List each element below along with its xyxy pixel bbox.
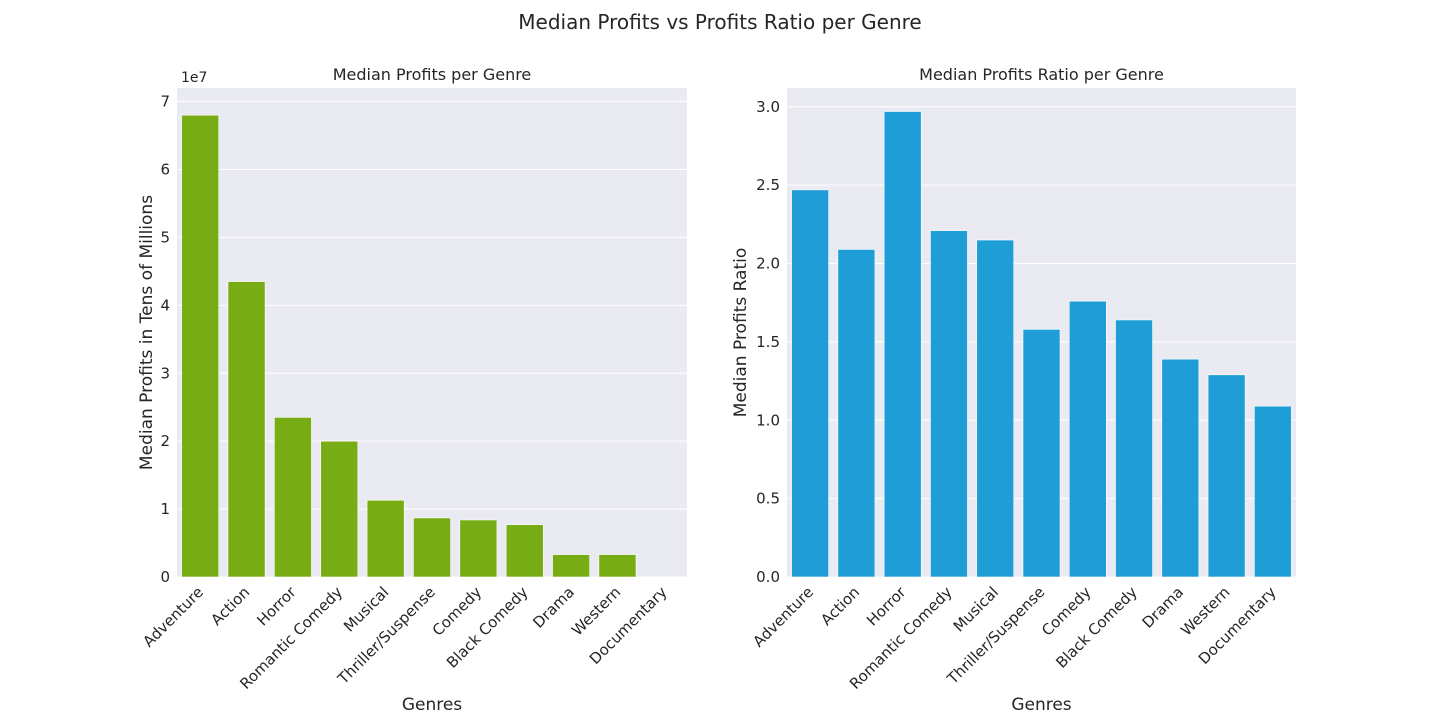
x-axis-label: Genres — [1011, 695, 1071, 715]
chart-title: Median Profits per Genre — [333, 65, 532, 84]
bar — [883, 111, 922, 578]
y-axis-label: Median Profits Ratio — [731, 248, 751, 418]
bar — [976, 239, 1015, 578]
y-axis-offset-label: 1e7 — [181, 70, 207, 86]
y-tick-label: 7 — [160, 93, 170, 111]
x-tick-label: Adventure — [139, 583, 207, 651]
bar — [505, 524, 544, 578]
y-tick-label: 3 — [160, 364, 170, 382]
bar — [598, 554, 637, 578]
y-tick-label: 0.5 — [756, 490, 780, 508]
bar — [552, 554, 590, 578]
x-axis-label: Genres — [402, 695, 462, 715]
y-tick-label: 0.0 — [756, 568, 780, 586]
bar — [413, 517, 451, 578]
y-tick-label: 1.5 — [756, 333, 780, 351]
y-tick-label: 3.0 — [756, 98, 780, 116]
bar — [181, 114, 220, 578]
bar — [791, 189, 829, 578]
bar — [1207, 374, 1246, 578]
bar — [459, 519, 498, 578]
bar — [837, 249, 876, 578]
bar — [1115, 319, 1153, 578]
x-tick-label: Black Comedy — [1052, 583, 1141, 672]
y-tick-label: 1.0 — [756, 411, 780, 429]
bar — [320, 440, 359, 578]
y-tick-label: 2 — [160, 432, 170, 450]
y-tick-label: 2.0 — [756, 255, 780, 273]
x-tick-label: Action — [817, 583, 863, 629]
bar — [227, 281, 266, 578]
bar — [1161, 358, 1200, 578]
figure-title: Median Profits vs Profits Ratio per Genr… — [518, 10, 921, 34]
y-tick-label: 2.5 — [756, 176, 780, 194]
bar — [1068, 300, 1107, 578]
bar — [1022, 329, 1061, 578]
bar — [366, 499, 405, 578]
y-tick-label: 0 — [160, 568, 170, 586]
bar — [930, 230, 968, 578]
x-tick-label: Action — [207, 583, 253, 629]
x-tick-label: Black Comedy — [443, 583, 532, 672]
y-tick-label: 4 — [160, 296, 170, 314]
y-tick-label: 1 — [160, 500, 170, 518]
x-tick-label: Adventure — [749, 583, 817, 651]
y-tick-label: 6 — [160, 161, 170, 179]
bar — [1254, 405, 1292, 578]
y-tick-label: 5 — [160, 228, 170, 246]
bar — [274, 417, 312, 578]
y-axis-label: Median Profits in Tens of Millions — [137, 195, 157, 470]
bar — [644, 576, 683, 578]
chart-title: Median Profits Ratio per Genre — [919, 65, 1164, 84]
